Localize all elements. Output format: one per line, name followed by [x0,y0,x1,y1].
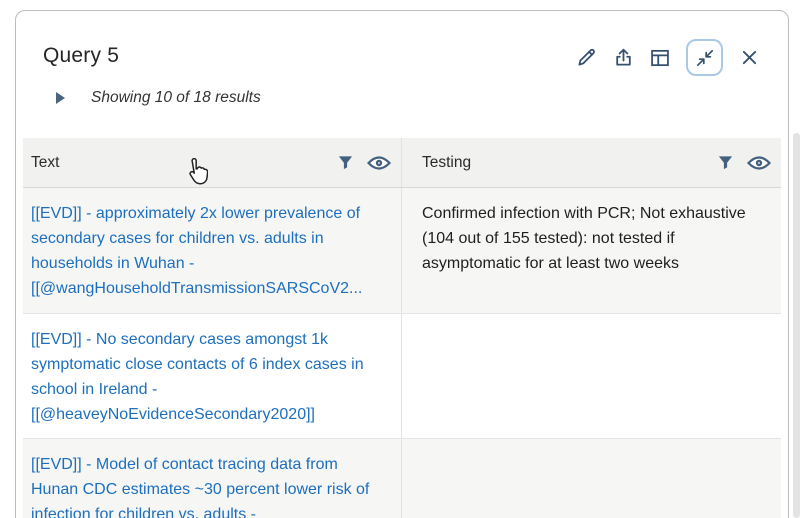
text-cell: [[EVD]] - Model of contact tracing data … [23,439,401,518]
evidence-link[interactable]: [[EVD]] - No secondary cases amongst 1k … [31,331,364,423]
results-summary-row: Showing 10 of 18 results [56,89,261,107]
column-header-icons [717,154,771,171]
testing-value: Confirmed infection with PCR; Not exhaus… [422,205,746,272]
scrollbar[interactable] [793,133,800,518]
testing-cell [401,439,781,518]
edit-pencil-icon [576,47,597,68]
column-header-icons [337,154,391,171]
testing-cell: Confirmed infection with PCR; Not exhaus… [401,188,781,313]
filter-icon[interactable] [717,154,734,171]
table-row: [[EVD]] - Model of contact tracing data … [23,439,781,518]
results-summary: Showing 10 of 18 results [91,89,261,106]
table-view-button[interactable] [649,47,671,69]
column-header-testing[interactable]: Testing [401,138,781,187]
table-row: [[EVD]] - No secondary cases amongst 1k … [23,314,781,439]
table-row: [[EVD]] - approximately 2x lower prevale… [23,188,781,314]
column-label: Text [31,153,60,171]
close-button[interactable] [738,47,760,69]
text-cell: [[EVD]] - approximately 2x lower prevale… [23,188,401,313]
eye-icon[interactable] [747,155,771,171]
column-label: Testing [422,153,472,171]
panel-title: Query 5 [43,44,120,67]
table-header-row: Text [23,138,781,188]
column-header-text[interactable]: Text [23,138,401,187]
panel-toolbar [575,39,760,76]
edit-button[interactable] [575,47,597,69]
evidence-link[interactable]: [[EVD]] - approximately 2x lower prevale… [31,205,363,297]
eye-icon[interactable] [367,155,391,171]
testing-cell [401,314,781,438]
results-table: Text [23,138,781,518]
table-layout-icon [649,47,671,69]
expand-triangle-icon[interactable] [56,92,65,104]
query-results-panel: Query 5 [15,10,789,518]
collapse-button[interactable] [686,39,723,76]
filter-icon[interactable] [337,154,354,171]
text-cell: [[EVD]] - No secondary cases amongst 1k … [23,314,401,438]
export-button[interactable] [612,47,634,69]
upload-icon [613,47,634,68]
collapse-icon [695,48,715,68]
close-icon [740,48,759,67]
evidence-link[interactable]: [[EVD]] - Model of contact tracing data … [31,456,370,518]
